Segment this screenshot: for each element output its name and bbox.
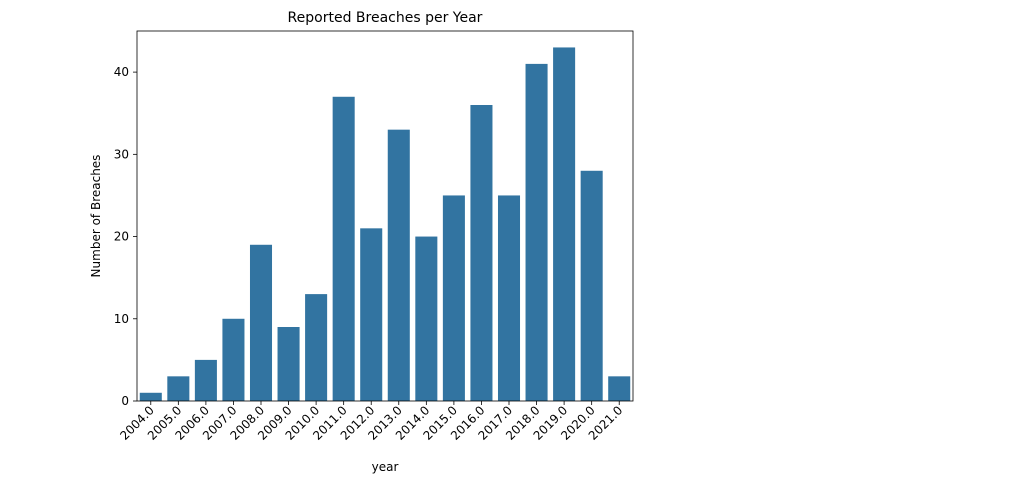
y-tick-label: 10 — [114, 312, 129, 326]
bar-2006.0 — [194, 359, 217, 401]
bar-2015.0 — [442, 195, 465, 401]
x-axis-label: year — [372, 460, 399, 474]
bar-2018.0 — [525, 63, 548, 402]
x-axis: 2004.02005.02006.02007.02008.02009.02010… — [117, 401, 625, 443]
bar-2013.0 — [387, 129, 410, 401]
bar-2007.0 — [222, 318, 245, 401]
bar-2014.0 — [415, 236, 438, 401]
bar-2020.0 — [580, 170, 603, 401]
chart-title: Reported Breaches per Year — [288, 10, 483, 26]
y-tick-label: 40 — [114, 65, 129, 79]
bar-2004.0 — [139, 392, 162, 401]
bar-2008.0 — [249, 244, 273, 401]
y-axis-label: Number of Breaches — [89, 155, 103, 278]
plot-frame — [136, 30, 634, 402]
bar-2019.0 — [553, 47, 576, 401]
bar-2010.0 — [305, 294, 328, 401]
y-tick-label: 20 — [114, 230, 129, 244]
bars-group — [139, 47, 631, 402]
bar-2017.0 — [497, 195, 521, 401]
y-axis: 0 10 20 30 40 — [114, 65, 137, 408]
bar-2005.0 — [167, 376, 190, 401]
y-tick-label: 30 — [114, 147, 129, 161]
bar-2012.0 — [360, 228, 383, 401]
y-tick-label: 0 — [121, 394, 129, 408]
bar-2011.0 — [332, 96, 355, 402]
bar-2016.0 — [470, 105, 493, 401]
bar-2009.0 — [277, 327, 300, 401]
bar-2021.0 — [608, 376, 631, 401]
